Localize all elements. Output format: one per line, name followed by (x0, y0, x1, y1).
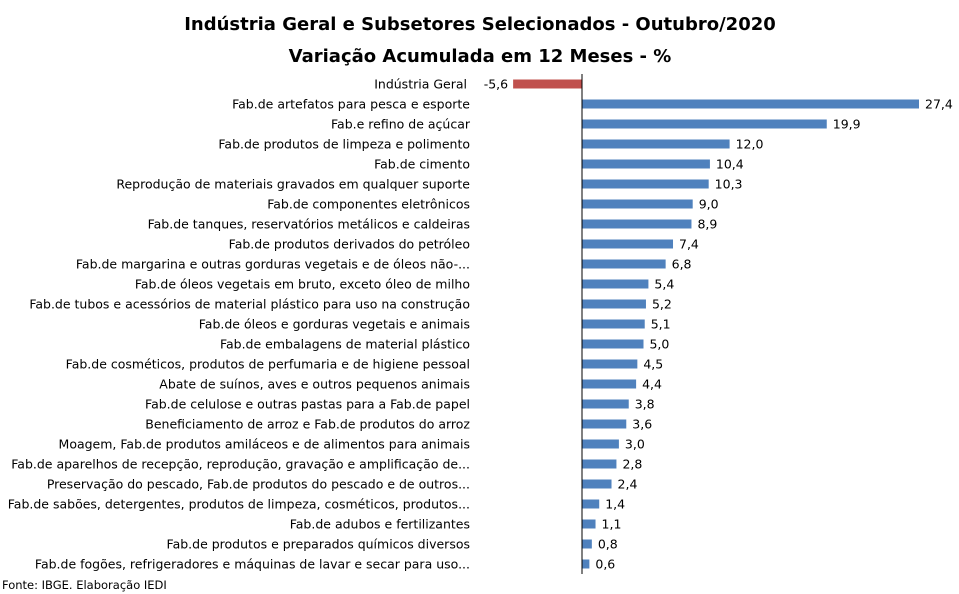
category-label: Fab.de celulose e outras pastas para a F… (145, 397, 470, 412)
value-label: 2,4 (618, 477, 638, 492)
bar (582, 199, 693, 209)
bar (582, 479, 612, 489)
category-label: Fab.de fogões, refrigeradores e máquinas… (35, 557, 470, 572)
bar (582, 299, 646, 309)
bar (582, 559, 590, 569)
bar (582, 139, 730, 149)
bar (582, 499, 600, 509)
value-label: 1,1 (602, 517, 622, 532)
value-label: 5,1 (651, 317, 671, 332)
value-label: 5,4 (654, 277, 674, 292)
value-label: 27,4 (925, 97, 953, 112)
category-label: Fab.de componentes eletrônicos (267, 197, 470, 212)
bar (582, 279, 649, 289)
bar (582, 399, 629, 409)
category-label: Fab.de óleos vegetais em bruto, exceto ó… (135, 277, 470, 292)
bar (582, 459, 617, 469)
value-label: 3,6 (632, 417, 652, 432)
value-label: 2,8 (622, 457, 642, 472)
category-label: Fab.de cosméticos, produtos de perfumari… (66, 357, 470, 372)
value-label: 10,3 (715, 177, 743, 192)
value-label: 19,9 (833, 117, 861, 132)
category-label: Fab.de óleos e gorduras vegetais e anima… (199, 317, 470, 332)
bar (582, 439, 619, 449)
value-label: 0,8 (598, 537, 618, 552)
chart-title: Indústria Geral e Subsetores Selecionado… (184, 14, 776, 35)
bar (582, 219, 692, 229)
category-label: Indústria Geral (374, 77, 467, 92)
value-label: 8,9 (697, 217, 717, 232)
value-label: 4,5 (643, 357, 663, 372)
category-label: Fab.de cimento (374, 157, 470, 172)
source-note: Fonte: IBGE. Elaboração IEDI (2, 578, 167, 592)
bar (582, 319, 645, 329)
bar (582, 379, 637, 389)
bar (582, 339, 644, 349)
category-label: Fab.de margarina e outras gorduras veget… (76, 257, 470, 272)
value-label: 6,8 (672, 257, 692, 272)
value-label: 0,6 (595, 557, 615, 572)
value-label: 1,4 (605, 497, 625, 512)
bar (513, 79, 582, 89)
category-label: Fab.de sabões, detergentes, produtos de … (8, 497, 470, 512)
category-label: Preservação do pescado, Fab.de produtos … (47, 477, 470, 492)
category-label: Fab.de artefatos para pesca e esporte (232, 97, 470, 112)
value-label: 5,0 (649, 337, 669, 352)
value-label: 3,8 (635, 397, 655, 412)
category-label: Fab.de produtos de limpeza e polimento (218, 137, 470, 152)
value-label: -5,6 (484, 77, 508, 92)
category-label: Fab.de adubos e fertilizantes (290, 517, 470, 532)
value-label: 7,4 (679, 237, 699, 252)
category-label: Fab.de tubos e acessórios de material pl… (29, 297, 470, 312)
bar (582, 259, 666, 269)
category-label: Fab.de tanques, reservatórios metálicos … (148, 217, 470, 232)
category-label: Fab.e refino de açúcar (331, 117, 471, 132)
bar (582, 419, 627, 429)
bar (582, 359, 638, 369)
category-label: Reprodução de materiais gravados em qual… (116, 177, 470, 192)
bar (582, 99, 919, 109)
category-label: Fab.de produtos e preparados químicos di… (167, 537, 470, 552)
bar (582, 539, 592, 549)
bar (582, 159, 710, 169)
value-label: 12,0 (736, 137, 764, 152)
category-label: Abate de suínos, aves e outros pequenos … (159, 377, 470, 392)
bar (582, 119, 827, 129)
value-label: 9,0 (699, 197, 719, 212)
value-label: 4,4 (642, 377, 662, 392)
bar (582, 239, 674, 249)
category-label: Beneficiamento de arroz e Fab.de produto… (145, 417, 470, 432)
category-label: Fab.de produtos derivados do petróleo (229, 237, 470, 252)
chart-subtitle: Variação Acumulada em 12 Meses - % (289, 46, 672, 67)
value-label: 10,4 (716, 157, 744, 172)
value-label: 3,0 (625, 437, 645, 452)
chart-marks: Indústria Geral -5,6 Fab.de artefatos para… (8, 77, 953, 572)
category-label: Fab.de embalagens de material plástico (220, 337, 470, 352)
bar (582, 519, 596, 529)
category-label: Moagem, Fab.de produtos amiláceos e de a… (59, 437, 470, 452)
category-label: Fab.de aparelhos de recepção, reprodução… (11, 457, 470, 472)
bar (582, 179, 709, 189)
value-label: 5,2 (652, 297, 672, 312)
